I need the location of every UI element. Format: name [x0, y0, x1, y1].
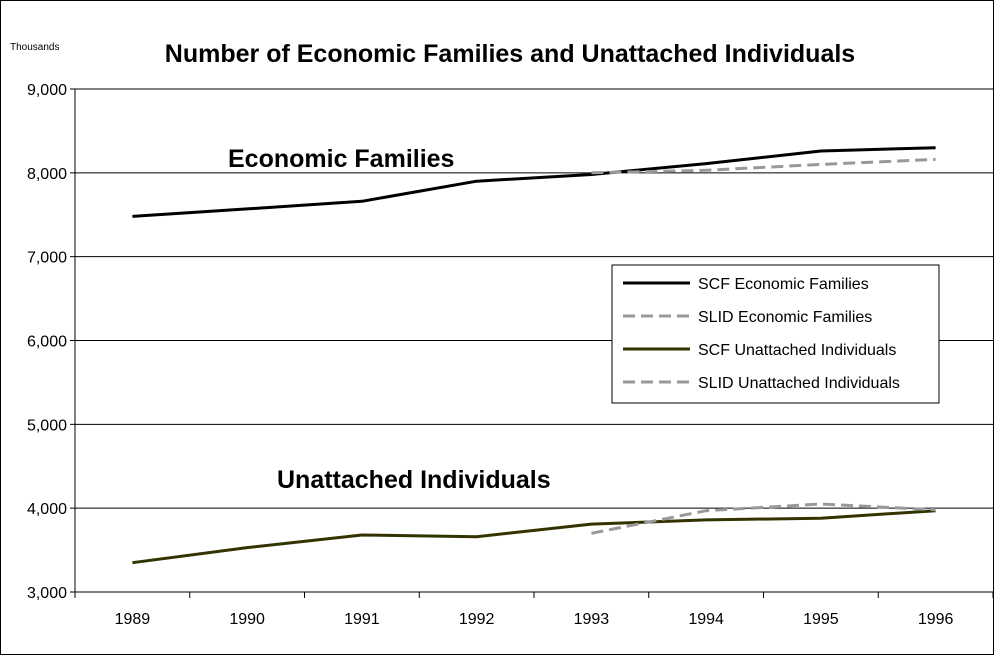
annotation-unattached-individuals: Unattached Individuals [277, 466, 551, 494]
y-tick-label: 8,000 [27, 166, 67, 183]
x-tick-label: 1995 [803, 611, 839, 628]
x-tick-label: 1991 [344, 611, 380, 628]
y-unit-label: Thousands [10, 42, 59, 53]
legend-label-1: SLID Economic Families [698, 309, 872, 326]
series-line-2 [132, 509, 936, 565]
annotation-economic-families: Economic Families [228, 145, 454, 173]
series-line-1 [591, 157, 936, 175]
series-lines [132, 146, 936, 565]
series-line-0 [132, 146, 936, 218]
legend: SCF Economic Families SLID Economic Famil… [611, 264, 940, 404]
y-tick-label: 3,000 [27, 585, 67, 602]
x-tick-label: 1996 [918, 611, 954, 628]
tick-labels: 3,000 4,000 5,000 6,000 7,000 8,000 9,000 1989 1… [27, 82, 954, 628]
y-tick-label: 5,000 [27, 417, 67, 434]
y-tick-label: 7,000 [27, 250, 67, 267]
x-tick-label: 1992 [459, 611, 495, 628]
legend-label-0: SCF Economic Families [698, 276, 869, 293]
axes [70, 88, 994, 598]
x-tick-label: 1993 [574, 611, 610, 628]
chart-title: Number of Economic Families and Unattach… [165, 40, 855, 68]
legend-label-3: SLID Unattached Individuals [698, 375, 900, 392]
x-tick-label: 1989 [115, 611, 151, 628]
x-tick-label: 1994 [688, 611, 724, 628]
legend-box [611, 264, 940, 404]
series-line-3 [591, 502, 936, 535]
y-tick-label: 4,000 [27, 501, 67, 518]
y-tick-label: 9,000 [27, 82, 67, 99]
y-tick-label: 6,000 [27, 334, 67, 351]
x-tick-label: 1990 [229, 611, 265, 628]
legend-label-2: SCF Unattached Individuals [698, 342, 896, 359]
gridlines [75, 88, 993, 593]
